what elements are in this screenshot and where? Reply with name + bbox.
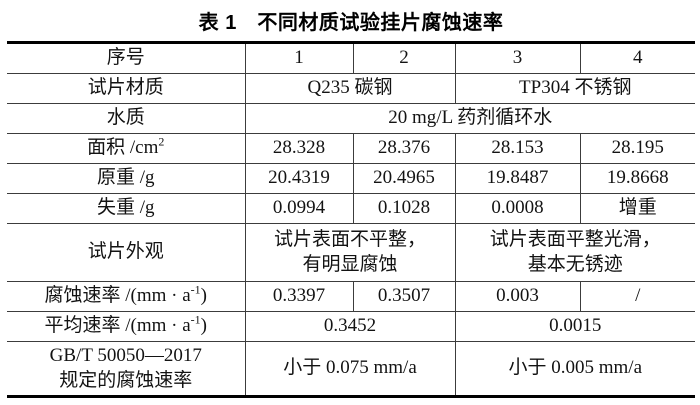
value-cell: 增重 [579,193,695,224]
value-cell: 1 [244,42,354,74]
value-cell: 2 [352,42,456,74]
value-cell: 0.003 [454,281,581,312]
value-cell: 小于 0.005 mm/a [454,341,695,397]
value-cell: 28.153 [454,133,581,164]
row-label-cell: 平均速率 /(mm · a-1) [7,311,246,342]
value-cell: TP304 不锈钢 [454,73,695,104]
table-row: 序号 1 2 3 4 [7,42,695,74]
row-label-cell: 试片材质 [7,73,246,104]
value-cell: 20 mg/L 药剂循环水 [244,103,695,134]
document-page: 表 1 不同材质试验挂片腐蚀速率 序号 1 2 3 4 试片材质 Q235 碳钢 TP304 … [0,6,700,405]
row-label-cell: 序号 [7,42,246,74]
value-cell: 3 [454,42,581,74]
table-row: 面积 /cm2 28.328 28.376 28.153 28.195 [7,133,695,164]
row-label-cell: 腐蚀速率 /(mm · a-1) [7,281,246,312]
row-label-cell: 原重 /g [7,163,246,194]
table-row: 平均速率 /(mm · a-1) 0.3452 0.0015 [7,311,695,342]
value-cell: 试片表面平整光滑， 基本无锈迹 [454,223,695,282]
table-row: GB/T 50050—2017 规定的腐蚀速率 小于 0.075 mm/a 小于 0.… [7,341,695,397]
value-cell: 小于 0.075 mm/a [244,341,456,397]
value-cell: 0.3452 [244,311,456,342]
value-cell: 0.3397 [244,281,354,312]
value-cell: 0.1028 [352,193,456,224]
value-cell: 4 [579,42,695,74]
table-row: 腐蚀速率 /(mm · a-1) 0.3397 0.3507 0.003/ [7,281,695,312]
row-label-cell: 面积 /cm2 [7,133,246,164]
value-cell: 0.0994 [244,193,354,224]
row-label-cell: 失重 /g [7,193,246,224]
value-cell: 28.328 [244,133,354,164]
table-body: 序号 1 2 3 4 试片材质 Q235 碳钢 TP304 不锈钢 水质 20 mg/L 药剂循环… [7,42,695,397]
row-label-cell: GB/T 50050—2017 规定的腐蚀速率 [7,341,246,397]
value-cell: 0.0015 [454,311,695,342]
value-cell: 0.3507 [352,281,456,312]
table-caption: 表 1 不同材质试验挂片腐蚀速率 [198,12,504,34]
value-cell: 19.8668 [579,163,695,194]
value-cell: 试片表面不平整， 有明显腐蚀 [244,223,456,282]
value-cell: Q235 碳钢 [244,73,456,104]
row-label-cell: 试片外观 [7,223,246,282]
table-row: 原重 /g 20.4319 20.4965 19.8487 19.8668 [7,163,695,194]
value-cell: 0.0008 [454,193,581,224]
table-row: 失重 /g 0.0994 0.1028 0.0008 增重 [7,193,695,224]
value-cell: 20.4965 [352,163,456,194]
value-cell: 28.195 [579,133,695,164]
table-row: 试片外观 试片表面不平整， 有明显腐蚀 试片表面平整光滑， 基本无锈迹 [7,223,695,282]
value-cell: 19.8487 [454,163,581,194]
value-cell: / [579,281,695,312]
value-cell: 20.4319 [244,163,354,194]
table-row: 试片材质 Q235 碳钢 TP304 不锈钢 [7,73,695,104]
corrosion-rate-table: 序号 1 2 3 4 试片材质 Q235 碳钢 TP304 不锈钢 水质 20 mg/L 药剂循环… [7,41,695,398]
table-row: 水质 20 mg/L 药剂循环水 [7,103,695,134]
row-label-cell: 水质 [7,103,246,134]
value-cell: 28.376 [352,133,456,164]
